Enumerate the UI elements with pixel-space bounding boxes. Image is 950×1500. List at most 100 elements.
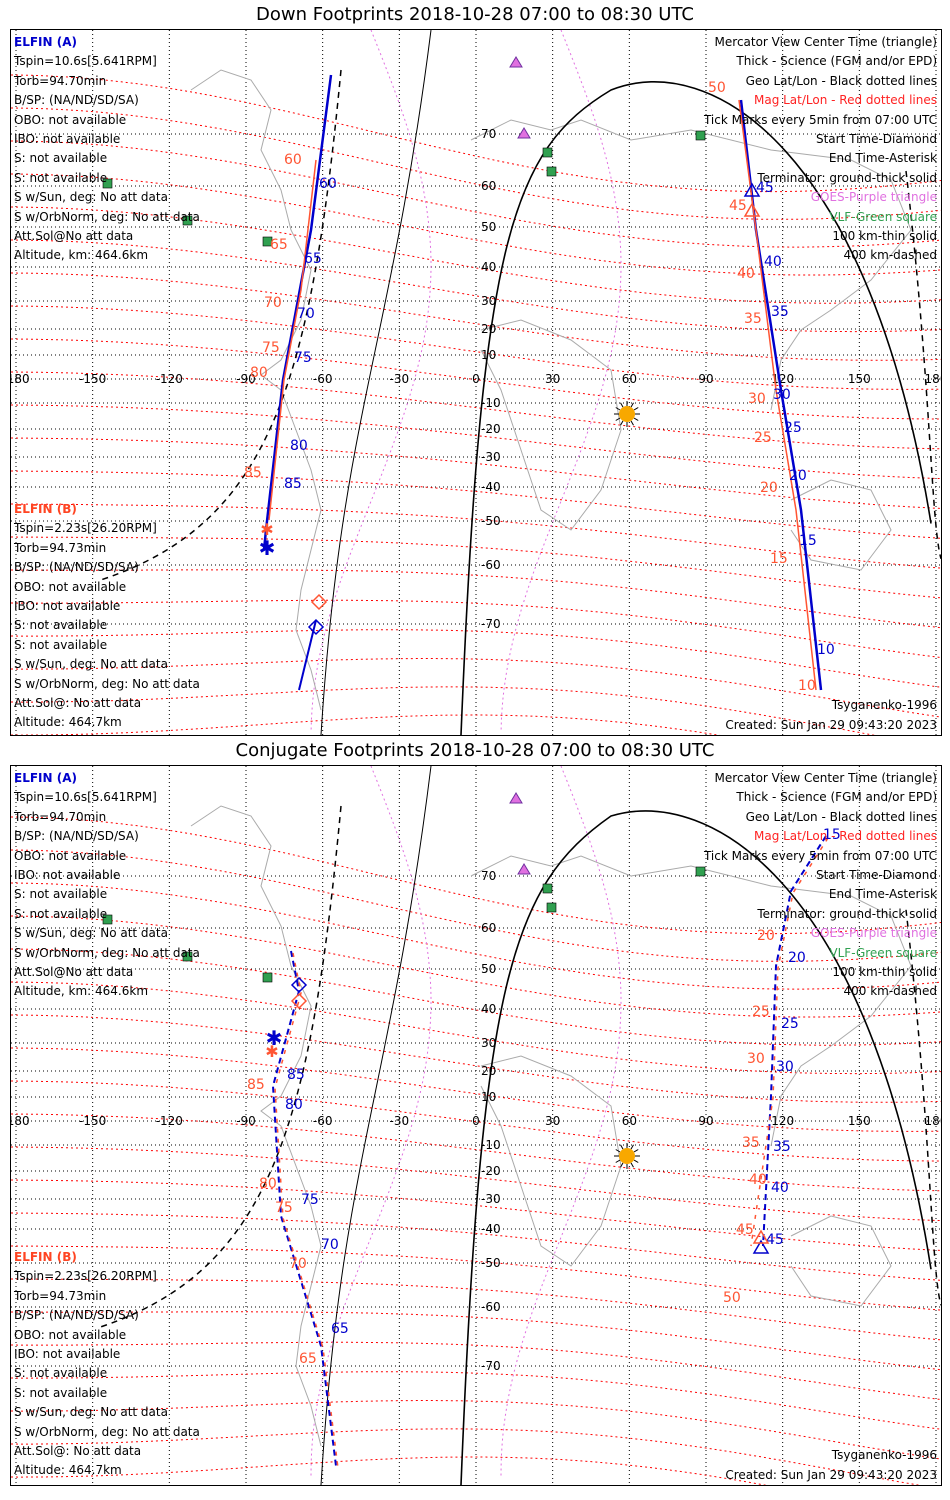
mag-lat-line bbox=[11, 686, 876, 735]
lat-tick-label: -10 bbox=[481, 1138, 501, 1152]
mag-lat-line bbox=[11, 915, 941, 1018]
terminator-100km bbox=[320, 766, 432, 1485]
vlf-square-marker bbox=[262, 972, 273, 983]
terminator-400km-east bbox=[905, 909, 941, 1306]
lat-tick-label: 30 bbox=[481, 294, 496, 308]
sun-ray bbox=[620, 402, 624, 408]
lat-tick-label: -60 bbox=[481, 558, 501, 572]
sat-a-info-line: S w/Sun, deg: No att data bbox=[14, 190, 168, 205]
created-label: Created: Sun Jan 29 09:43:20 2023 bbox=[725, 1468, 937, 1482]
sat-b-info-line: S w/OrbNorm, deg: No att data bbox=[14, 676, 200, 691]
lon-tick-label: 30 bbox=[545, 372, 560, 386]
lat-tick-label: 60 bbox=[481, 921, 496, 935]
track-b-time-label: 35 bbox=[744, 311, 762, 327]
track-b-time-label: 20 bbox=[757, 928, 775, 944]
sat-a-info-line: Altitude, km: 464.6km bbox=[14, 248, 149, 263]
mag-lat-line bbox=[11, 981, 941, 1075]
legend-item: Mercator View Center Time (triangle) bbox=[714, 771, 937, 785]
mag-lat-line bbox=[11, 1212, 941, 1281]
terminators bbox=[100, 766, 941, 1485]
end-time-asterisk: ✱ bbox=[266, 1026, 283, 1050]
sat-b-info-line: B/SP: (NA/ND/SD/SA) bbox=[14, 1308, 139, 1323]
legend-item: GOES-Purple triangle bbox=[810, 190, 937, 205]
sat-b-info-line: Tspin=2.23s[26.20RPM] bbox=[14, 521, 157, 536]
lon-tick-label: 150 bbox=[848, 372, 871, 386]
mag-lon-line bbox=[500, 766, 622, 1477]
legend-item: Mag Lat/Lon - Red dotted lines bbox=[753, 829, 937, 844]
track-a-time-label: 60 bbox=[319, 176, 337, 192]
sun-ray bbox=[630, 1162, 634, 1168]
track-a-time-label: 20 bbox=[789, 468, 807, 484]
track-b-time-label: 65 bbox=[299, 1351, 317, 1367]
start-time-diamond bbox=[310, 593, 328, 611]
vlf-square-marker bbox=[546, 166, 557, 177]
track-a-time-label: 80 bbox=[290, 438, 308, 454]
sat-b-info-line: Tspin=2.23s[26.20RPM] bbox=[14, 1269, 157, 1284]
track-a-east bbox=[762, 835, 827, 1247]
terminator-ground bbox=[460, 81, 932, 735]
mag-lon-line bbox=[310, 766, 432, 1477]
lon-tick-label: 30 bbox=[545, 1114, 560, 1128]
track-b-time-label: 45 bbox=[736, 1222, 754, 1238]
track-a-time-label: 85 bbox=[284, 476, 302, 492]
sat-b-info: ELFIN (B) Tspin=2.23s[26.20RPM] Torb=94.7… bbox=[14, 1248, 200, 1481]
sat-b-info-line: S w/Sun, deg: No att data bbox=[14, 1405, 168, 1420]
legend-item: Geo Lat/Lon - Black dotted lines bbox=[745, 809, 937, 824]
mag-lat-line bbox=[11, 1146, 941, 1222]
lat-tick-label: -70 bbox=[481, 617, 501, 631]
terminator-100km bbox=[320, 30, 432, 735]
track-a-time-label: 35 bbox=[773, 1139, 791, 1155]
lon-tick-label: 90 bbox=[698, 372, 713, 386]
mag-lat-line bbox=[11, 816, 941, 935]
track-b-time-label: 35 bbox=[742, 1135, 760, 1151]
lat-tick-label: -20 bbox=[481, 1164, 501, 1178]
terminator-400km bbox=[100, 805, 342, 1328]
track-a-time-label: 15 bbox=[823, 827, 841, 843]
mag-lat-line bbox=[11, 1113, 941, 1192]
track-b-time-label: 40 bbox=[737, 266, 755, 282]
legend-item: Terminator: ground-thick solid bbox=[757, 170, 937, 185]
vlf-square-marker bbox=[182, 951, 193, 962]
australia-coast bbox=[790, 479, 892, 571]
sat-b-info-line: Torb=94.73min bbox=[14, 1288, 107, 1303]
mag-lat-line bbox=[11, 1080, 941, 1162]
track-b-time-label: 15 bbox=[770, 551, 788, 567]
americas-coast bbox=[190, 69, 322, 711]
lat-tick-label: -40 bbox=[481, 480, 501, 494]
center-time-triangle bbox=[743, 182, 761, 197]
mag-lat-line bbox=[11, 1456, 768, 1485]
lat-tick-label: 20 bbox=[481, 322, 496, 336]
sun-ray bbox=[620, 1162, 624, 1168]
lat-tick-label: 40 bbox=[481, 260, 496, 274]
lon-tick-label: -150 bbox=[79, 372, 106, 386]
mag-lat-line bbox=[11, 658, 941, 718]
lat-tick-label: 70 bbox=[481, 869, 496, 883]
vlf-square-marker bbox=[546, 902, 557, 913]
vlf-square-marker bbox=[102, 178, 113, 189]
mag-lat-line bbox=[11, 503, 941, 569]
sat-a-info-line: B/SP: (NA/ND/SD/SA) bbox=[14, 93, 139, 108]
mag-lat-line bbox=[11, 1341, 941, 1400]
sat-b-info-line: B/SP: (NA/ND/SD/SA) bbox=[14, 560, 139, 575]
sat-b-info-line: Altitude: 464.7km bbox=[14, 1463, 122, 1478]
sun-ray bbox=[620, 1144, 624, 1150]
eurasia-coast bbox=[470, 119, 912, 411]
legend-item: 100 km-thin solid bbox=[832, 228, 937, 243]
legend-item: 400 km-dashed bbox=[843, 248, 937, 263]
mag-lat-line bbox=[11, 882, 941, 990]
track-b-time-label: 85 bbox=[247, 1077, 265, 1093]
mag-lat-line bbox=[11, 107, 941, 220]
sun-ray bbox=[630, 1144, 634, 1150]
conjugate-footprints-map: -180 -150 -120 -90 -60 -30 0 30 60 90 120 150 180 70 6… bbox=[10, 765, 942, 1486]
sun-ray bbox=[630, 402, 634, 408]
sat-b-info-line: S: not available bbox=[14, 1366, 108, 1381]
vlf-square-marker bbox=[542, 883, 553, 894]
mag-lon-line bbox=[310, 30, 432, 731]
africa-coast bbox=[480, 319, 622, 531]
terminator-400km bbox=[100, 69, 342, 581]
track-b-time-label: 70 bbox=[264, 295, 282, 311]
australia-coast bbox=[790, 1215, 892, 1307]
panel1-title: Down Footprints 2018-10-28 07:00 to 08:3… bbox=[256, 4, 694, 25]
track-a-time-label: 25 bbox=[781, 1016, 799, 1032]
sat-b-info-line: OBO: not available bbox=[14, 579, 127, 594]
